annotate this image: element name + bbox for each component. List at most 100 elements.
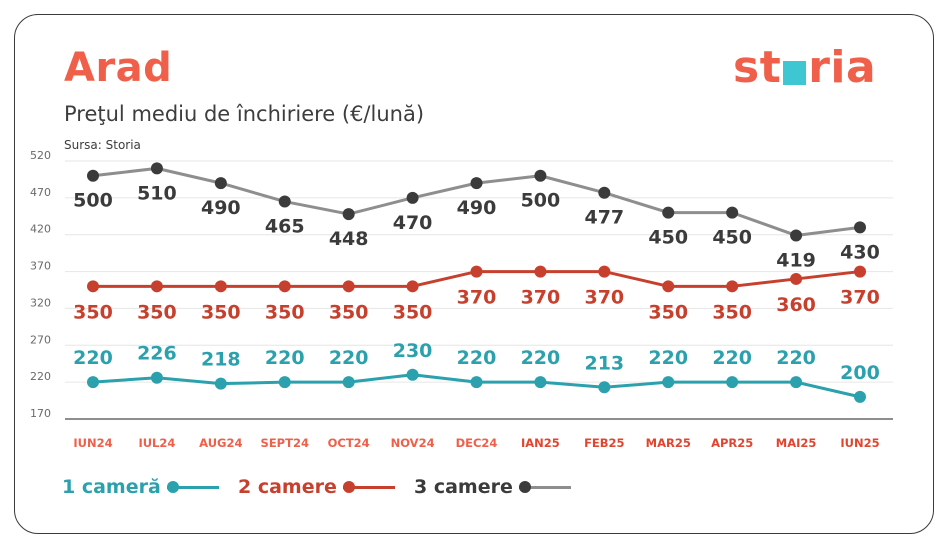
data-label-one_room: 220 <box>648 347 688 369</box>
data-point-one_room <box>406 368 419 381</box>
legend-item-three-rooms: 3 camere <box>414 476 571 498</box>
data-label-two_rooms: 350 <box>265 301 305 323</box>
y-tick-label: 370 <box>30 260 51 273</box>
logo-square-icon <box>783 61 807 85</box>
data-point-three_rooms <box>278 195 291 208</box>
data-point-three_rooms <box>534 169 547 182</box>
city-title: Arad <box>64 45 173 91</box>
legend-line-one-room-icon <box>166 480 219 493</box>
data-label-three_rooms: 477 <box>584 207 624 229</box>
data-label-three_rooms: 450 <box>648 227 688 249</box>
data-point-two_rooms <box>470 265 483 278</box>
data-label-three_rooms: 448 <box>329 228 369 250</box>
data-point-two_rooms <box>214 280 227 293</box>
legend-line-three-rooms-icon <box>518 480 571 493</box>
data-point-three_rooms <box>854 221 866 234</box>
chart-subtitle: Preţul mediu de închiriere (€/lună) <box>64 102 425 126</box>
data-label-two_rooms: 350 <box>201 301 241 323</box>
data-label-one_room: 220 <box>776 347 816 369</box>
data-label-three_rooms: 419 <box>776 249 816 271</box>
x-tick-label: OCT24 <box>328 436 370 450</box>
legend-item-one-room: 1 cameră <box>62 476 219 498</box>
data-point-one_room <box>214 377 227 390</box>
data-label-one_room: 218 <box>201 349 241 371</box>
data-label-three_rooms: 465 <box>265 216 305 238</box>
y-tick-label: 420 <box>30 223 51 236</box>
data-point-one_room <box>598 381 611 394</box>
data-label-one_room: 220 <box>73 347 113 369</box>
data-label-three_rooms: 490 <box>457 197 497 219</box>
x-tick-label: IAN25 <box>521 436 560 450</box>
data-label-one_room: 230 <box>393 340 433 362</box>
data-point-two_rooms <box>406 280 419 293</box>
data-label-two_rooms: 350 <box>73 301 113 323</box>
data-point-three_rooms <box>214 177 227 190</box>
data-label-three_rooms: 490 <box>201 197 241 219</box>
data-label-one_room: 220 <box>329 347 369 369</box>
x-tick-label: IUN24 <box>73 436 112 450</box>
data-point-two_rooms <box>854 265 866 278</box>
data-point-one_room <box>87 376 99 389</box>
data-label-two_rooms: 350 <box>712 301 752 323</box>
data-label-two_rooms: 370 <box>840 287 880 309</box>
source-note: Sursa: Storia <box>64 138 141 152</box>
data-label-three_rooms: 500 <box>521 190 561 212</box>
x-tick-label: AUG24 <box>199 436 242 450</box>
data-point-two_rooms <box>790 272 803 285</box>
y-tick-label: 470 <box>30 186 51 199</box>
x-tick-label: SEPT24 <box>261 436 309 450</box>
data-point-three_rooms <box>726 206 739 219</box>
data-point-one_room <box>534 376 547 389</box>
data-label-one_room: 226 <box>137 343 177 365</box>
x-tick-label: IUN25 <box>840 436 879 450</box>
legend-label-one-room: 1 cameră <box>62 476 161 498</box>
data-label-two_rooms: 350 <box>137 301 177 323</box>
data-label-two_rooms: 370 <box>521 287 561 309</box>
data-label-one_room: 220 <box>521 347 561 369</box>
data-label-two_rooms: 350 <box>393 301 433 323</box>
data-label-three_rooms: 430 <box>840 241 880 263</box>
data-label-three_rooms: 450 <box>712 227 752 249</box>
data-label-one_room: 220 <box>712 347 752 369</box>
x-tick-label: MAI25 <box>776 436 817 450</box>
data-point-three_rooms <box>150 162 163 175</box>
data-label-one_room: 200 <box>840 362 880 384</box>
data-point-one_room <box>854 390 866 403</box>
data-point-three_rooms <box>790 229 803 242</box>
legend-item-two-rooms: 2 camere <box>238 476 395 498</box>
data-label-three_rooms: 500 <box>73 190 113 212</box>
x-tick-label: APR25 <box>711 436 753 450</box>
legend-label-three-rooms: 3 camere <box>414 476 513 498</box>
data-label-one_room: 213 <box>584 352 624 374</box>
data-point-two_rooms <box>598 265 611 278</box>
data-label-two_rooms: 350 <box>329 301 369 323</box>
data-point-two_rooms <box>662 280 675 293</box>
data-point-three_rooms <box>342 208 355 221</box>
data-point-two_rooms <box>534 265 547 278</box>
legend-label-two-rooms: 2 camere <box>238 476 337 498</box>
data-point-one_room <box>342 376 355 389</box>
y-tick-label: 170 <box>30 407 51 420</box>
x-tick-label: DEC24 <box>456 436 498 450</box>
data-point-three_rooms <box>598 186 611 199</box>
y-tick-label: 220 <box>30 370 51 383</box>
data-point-three_rooms <box>406 191 419 204</box>
logo-text-left: st <box>733 42 782 93</box>
data-point-one_room <box>790 376 803 389</box>
y-tick-label: 270 <box>30 333 51 346</box>
data-point-two_rooms <box>87 280 99 293</box>
data-label-two_rooms: 370 <box>457 287 497 309</box>
data-point-two_rooms <box>278 280 291 293</box>
x-tick-label: MAR25 <box>646 436 691 450</box>
data-label-one_room: 220 <box>265 347 305 369</box>
x-tick-label: NOV24 <box>391 436 435 450</box>
data-label-three_rooms: 470 <box>393 212 433 234</box>
y-tick-label: 320 <box>30 296 51 309</box>
data-point-one_room <box>150 371 163 384</box>
data-point-one_room <box>662 376 675 389</box>
data-label-one_room: 220 <box>457 347 497 369</box>
x-tick-label: IUL24 <box>138 436 175 450</box>
data-point-two_rooms <box>150 280 163 293</box>
data-point-two_rooms <box>342 280 355 293</box>
legend-line-two-rooms-icon <box>342 480 395 493</box>
